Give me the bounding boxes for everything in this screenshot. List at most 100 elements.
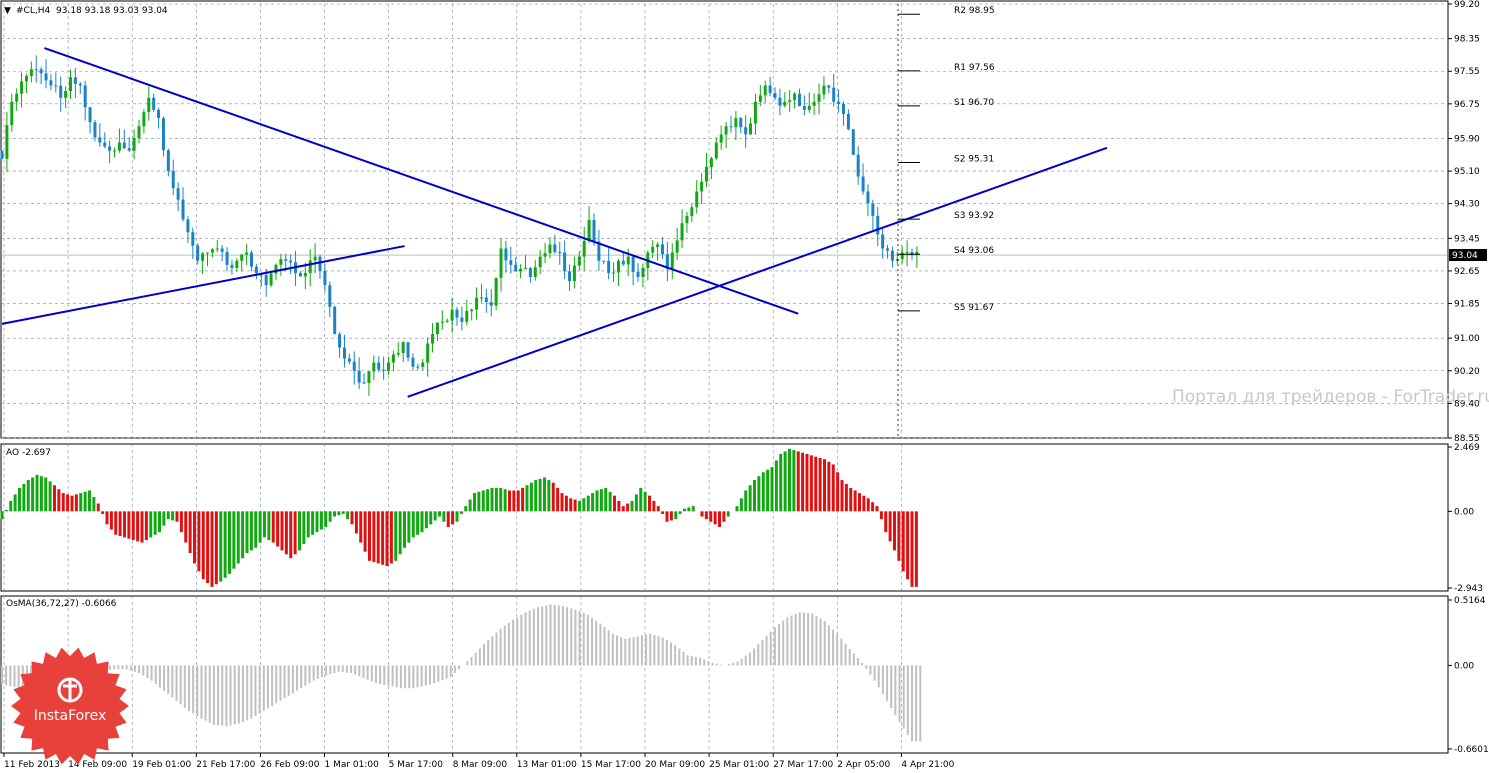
candle-body [440, 321, 444, 323]
price-tick-label: 88.55 [1454, 434, 1480, 444]
pivot-label: R2 98.95 [954, 6, 995, 16]
time-tick-label: 14 Feb 09:00 [68, 760, 127, 770]
candle-body [837, 101, 841, 104]
candle-body [700, 181, 704, 192]
candle-body [602, 260, 606, 262]
candle-body [191, 232, 195, 246]
candle-body [753, 101, 757, 124]
candle-body [215, 248, 219, 250]
candle-body [421, 362, 425, 367]
candle-body [763, 85, 767, 96]
candle-body [739, 118, 743, 128]
candle-body [758, 95, 762, 102]
candle-body [793, 93, 797, 101]
current-price-label: 93.04 [1452, 251, 1478, 261]
candle-body [78, 83, 82, 86]
candle-body [29, 69, 33, 77]
pivot-levels: R2 98.95 R1 97.56 S1 96.70 S2 95.31 S3 93.92… [897, 4, 995, 438]
candle-body [298, 272, 302, 277]
candle-body [127, 148, 131, 151]
price-tick-label: 99.20 [1454, 0, 1480, 10]
price-tick-label: 95.90 [1454, 134, 1480, 144]
candle-body [445, 320, 449, 322]
candle-body [680, 223, 684, 241]
candle-body [10, 101, 14, 126]
trendlines[interactable] [1, 47, 1108, 398]
candle-body [523, 268, 527, 270]
candle-body [670, 252, 674, 269]
candle-body [367, 371, 371, 383]
logo-text: InstaForex [33, 708, 107, 724]
candle-body [377, 362, 381, 370]
candle-body [846, 114, 850, 130]
candle-body [357, 370, 361, 383]
candle-body [484, 297, 488, 303]
candle-body [895, 259, 899, 261]
candle-body [641, 267, 645, 278]
candle-body [401, 342, 405, 354]
instaforex-logo: InstaForex [10, 646, 130, 766]
candle-body [303, 272, 307, 277]
candle-body [352, 361, 356, 371]
candle-body [269, 273, 273, 286]
candle-body [548, 244, 552, 254]
candle-body [132, 138, 136, 151]
candle-body [93, 122, 97, 138]
candle-body [900, 252, 904, 260]
candle-body [435, 322, 439, 335]
candle-body [117, 142, 121, 151]
candle-body [538, 256, 542, 268]
candle-body [543, 253, 547, 257]
candle-body [832, 87, 836, 102]
price-tick-label: 95.10 [1454, 167, 1480, 177]
candle-body [886, 248, 890, 251]
osma-title: OsMA(36,72,27) -0.6066 [6, 599, 117, 609]
time-tick-label: 25 Mar 01:00 [709, 760, 769, 770]
candle-body [157, 109, 161, 119]
pivot-label: S1 96.70 [954, 98, 994, 108]
pivot-label: S5 91.67 [954, 303, 994, 313]
candle-body [489, 302, 493, 306]
price-tick-label: 96.75 [1454, 100, 1480, 110]
candle-body [220, 248, 224, 252]
price-tick-label: 97.55 [1454, 67, 1480, 77]
candle-body [621, 260, 625, 265]
candle-body [509, 260, 513, 265]
candle-body [250, 252, 254, 267]
chart-title-arrow-icon[interactable]: ▼ [4, 6, 11, 16]
candle-body [171, 171, 175, 189]
candle-body [431, 334, 435, 344]
price-tick-label: 92.65 [1454, 267, 1480, 277]
candle-body [235, 260, 239, 268]
candle-body [856, 154, 860, 177]
osma-tick-label: 0.00 [1454, 661, 1474, 671]
candle-body [113, 150, 117, 152]
osma-tick-label: -0.6601 [1454, 745, 1489, 755]
candle-body [387, 362, 391, 371]
candle-body [890, 250, 894, 261]
candle-body [651, 246, 655, 253]
candle-body [44, 73, 48, 81]
candle-body [592, 219, 596, 242]
candle-body [396, 353, 400, 355]
candle-body [871, 203, 875, 216]
candle-body [186, 219, 190, 233]
candle-body [827, 85, 831, 88]
candle-body [88, 107, 92, 123]
candle-body [788, 100, 792, 102]
candle-body [905, 252, 909, 254]
candle-body [802, 106, 806, 110]
ao-tick-label: -2.943 [1454, 584, 1483, 594]
candle-body [181, 199, 185, 220]
pivot-label: S2 95.31 [954, 155, 994, 165]
candle-body [851, 129, 855, 155]
candle-body [861, 176, 865, 192]
candle-body [685, 215, 689, 224]
candle-body [24, 76, 28, 82]
trendline [1, 245, 405, 325]
candle-body [714, 142, 718, 159]
candle-body [807, 105, 811, 110]
candle-body [362, 382, 366, 384]
candle-body [479, 297, 483, 299]
candle-body [176, 188, 180, 200]
